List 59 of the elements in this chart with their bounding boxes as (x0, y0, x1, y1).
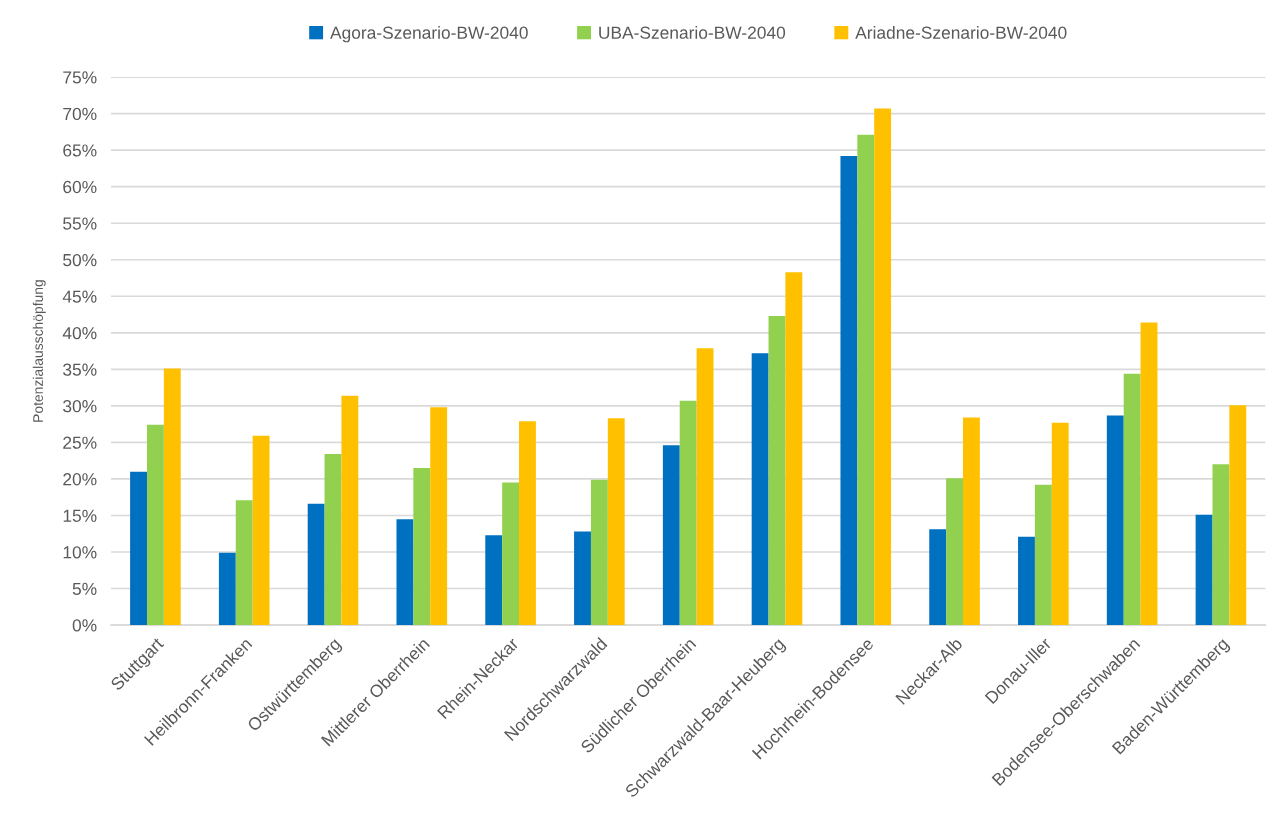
y-tick-label: 25% (63, 436, 97, 449)
y-tick-label: 75% (63, 71, 97, 84)
bar (413, 467, 431, 626)
bar (252, 435, 270, 626)
bar (307, 503, 325, 626)
bar (929, 529, 947, 626)
bar (1051, 422, 1069, 626)
y-tick-label: 45% (62, 290, 97, 303)
bar (430, 407, 448, 626)
bar (840, 156, 858, 626)
bar (218, 552, 236, 626)
bar (874, 108, 892, 626)
y-tick-label: 35% (63, 363, 97, 376)
bar (574, 531, 591, 626)
legend-label: Agora-Szenario-BW-2040 (330, 26, 528, 43)
y-tick-label: 70% (63, 107, 97, 121)
bar (324, 454, 342, 626)
y-tick-label: 0% (72, 619, 97, 632)
bar (146, 424, 164, 626)
bar (1123, 373, 1141, 626)
y-tick-label: 20% (63, 473, 97, 486)
bar (607, 418, 625, 626)
bar (662, 445, 680, 626)
bar (946, 478, 963, 626)
bar (1229, 405, 1247, 626)
y-tick-label: 5% (72, 582, 97, 595)
bar (1018, 536, 1035, 626)
bar (785, 272, 803, 626)
bar (590, 479, 608, 626)
y-tick-label: 65% (63, 144, 97, 157)
y-tick-label: 40% (62, 326, 97, 340)
bar (235, 500, 253, 626)
bar (519, 421, 536, 626)
bar (696, 348, 714, 626)
bar (679, 400, 697, 626)
bar (163, 368, 181, 626)
y-tick-label: 15% (63, 509, 97, 522)
bar (751, 353, 769, 626)
bar (857, 134, 875, 626)
bar (502, 482, 520, 626)
bar (1106, 415, 1124, 626)
bar (396, 519, 414, 626)
bar (130, 471, 147, 626)
bar (1212, 464, 1230, 626)
y-axis-title: Potenzialausschöpfung (32, 280, 46, 422)
bar (1140, 322, 1158, 626)
y-tick-label: 10% (63, 546, 97, 559)
bar (962, 417, 980, 626)
bar (1034, 484, 1052, 626)
legend-label: UBA-Szenario-BW-2040 (599, 26, 786, 39)
bar (485, 535, 503, 626)
y-tick-label: 30% (63, 400, 97, 413)
y-tick-label: 50% (63, 253, 97, 267)
legend-label: Ariadne-Szenario-BW-2040 (855, 26, 1067, 39)
y-tick-label: 55% (63, 217, 97, 230)
bar (341, 395, 359, 626)
y-tick-label: 60% (63, 180, 97, 194)
bar (1195, 514, 1213, 626)
bar (768, 316, 786, 626)
